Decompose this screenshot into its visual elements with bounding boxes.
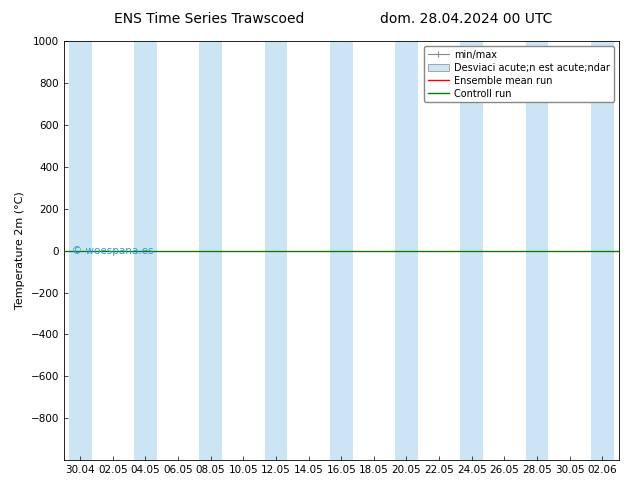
Bar: [460, 41, 483, 460]
Bar: [68, 41, 91, 460]
Legend: min/max, Desviaci acute;n est acute;ndar, Ensemble mean run, Controll run: min/max, Desviaci acute;n est acute;ndar…: [424, 46, 614, 102]
Bar: [395, 41, 418, 460]
Bar: [199, 41, 222, 460]
Bar: [591, 41, 614, 460]
Bar: [526, 41, 548, 460]
Text: ENS Time Series Trawscoed: ENS Time Series Trawscoed: [114, 12, 304, 26]
Y-axis label: Temperature 2m (°C): Temperature 2m (°C): [15, 192, 25, 310]
Bar: [264, 41, 287, 460]
Text: © woespana.es: © woespana.es: [72, 245, 153, 256]
Bar: [134, 41, 157, 460]
Text: dom. 28.04.2024 00 UTC: dom. 28.04.2024 00 UTC: [380, 12, 553, 26]
Bar: [330, 41, 353, 460]
